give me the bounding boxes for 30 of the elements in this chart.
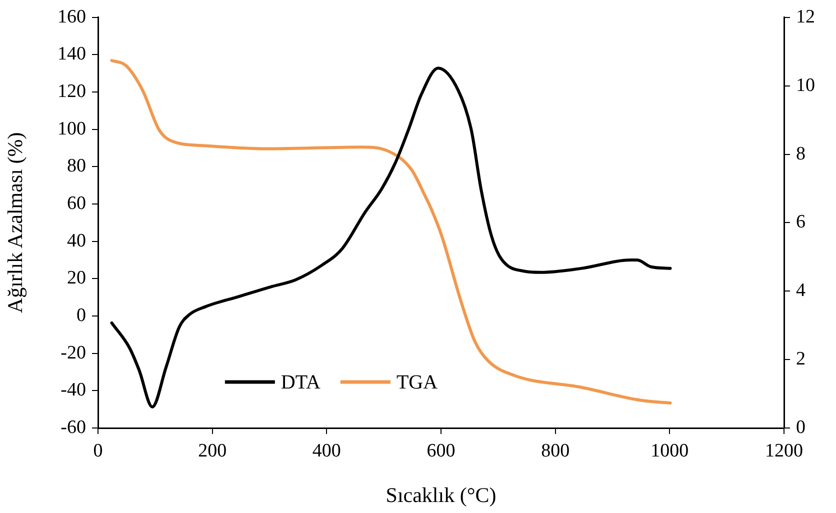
y-tick-label: 120 [58, 81, 86, 102]
y-tick-label: 20 [67, 268, 86, 289]
x-tick-label: 400 [312, 440, 341, 462]
y-tick-label: -60 [60, 416, 86, 438]
legend-label: TGA [396, 371, 438, 394]
y-tick-label: 140 [58, 44, 86, 65]
y-tick-label: 80 [67, 156, 86, 177]
y-tick-label: 40 [67, 230, 86, 252]
x-tick-label: 800 [541, 440, 570, 462]
legend-label: DTA [280, 371, 321, 394]
y-tick-label: -20 [60, 342, 86, 364]
y2-tick-label: 12 [796, 6, 815, 28]
y-tick-label: 60 [67, 193, 86, 214]
y-axis-title: Ağırlık Azalması (%) [3, 132, 28, 314]
x-tick-label: 1200 [765, 440, 803, 462]
y-tick-label: 100 [58, 118, 86, 140]
x-tick-label: 200 [198, 440, 227, 462]
y-tick-label: 0 [76, 305, 86, 326]
x-tick-label: 600 [426, 440, 456, 462]
y2-tick-label: 0 [796, 416, 806, 438]
y-tick-label: -40 [60, 380, 86, 401]
y-tick-label: 160 [58, 6, 86, 28]
x-tick-label: 0 [93, 440, 103, 462]
y2-tick-label: 6 [796, 212, 806, 233]
y2-tick-label: 10 [796, 74, 815, 96]
x-axis-title: Sıcaklık (°C) [386, 482, 496, 507]
x-tick-label: 1000 [650, 440, 689, 462]
y2-tick-label: 2 [796, 348, 806, 370]
y2-tick-label: 8 [796, 143, 806, 164]
y2-tick-label: 4 [796, 280, 806, 302]
